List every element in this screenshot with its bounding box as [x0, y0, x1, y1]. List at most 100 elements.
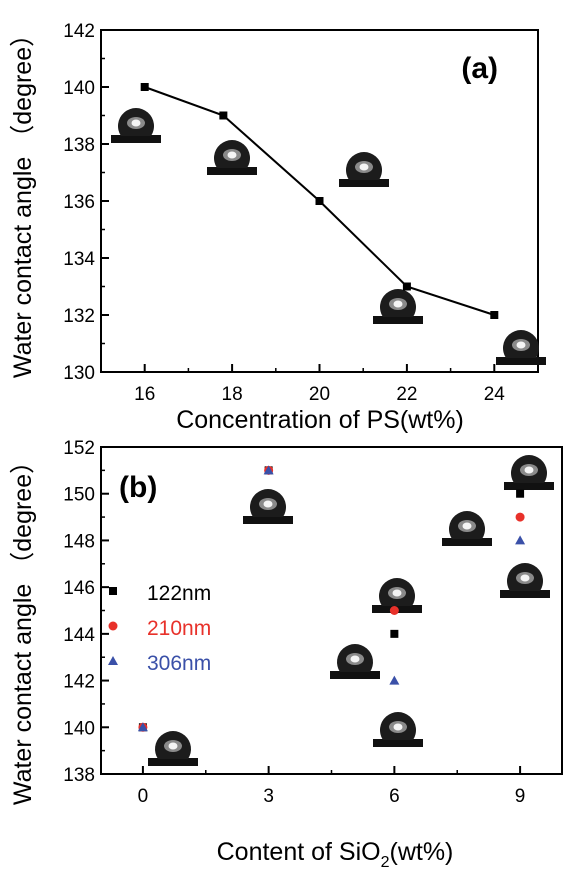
droplet-image-3-highlight: [359, 163, 369, 171]
data-point: [402, 282, 411, 291]
data-point: [515, 535, 526, 545]
y-tick-label: 130: [63, 363, 95, 384]
y-tick-label: 140: [63, 78, 95, 99]
droplet-image-1-substrate: [111, 135, 161, 143]
x-tick-label: 0: [138, 786, 149, 807]
droplet-image-7: [504, 455, 554, 490]
droplet-image-5-substrate: [373, 739, 423, 747]
panel-b-droplet-images: [148, 455, 554, 766]
droplet-image-5: [373, 712, 423, 747]
panel-a-axis-ticks: [101, 29, 496, 373]
panel-b-label: (b): [119, 471, 157, 504]
y-tick-label: 132: [63, 306, 95, 327]
droplet-image-3-highlight: [392, 589, 402, 597]
panel-b-x-axis-label-unit: (wt%): [390, 838, 454, 866]
y-tick-label: 148: [63, 531, 95, 552]
panel-b-legend: 122nm 210nm 306nm: [108, 582, 211, 675]
droplet-image-3: [339, 152, 389, 187]
legend-marker-122nm: [109, 587, 117, 595]
x-tick-label: 20: [309, 384, 330, 405]
panel-b-plot-frame: [100, 446, 563, 775]
panel-a-y-axis-label: Water contact angle （degree）: [9, 22, 37, 378]
droplet-image-1-highlight: [168, 742, 178, 750]
data-point: [516, 489, 525, 498]
droplet-image-8: [500, 563, 550, 598]
y-tick-label: 134: [63, 249, 95, 270]
droplet-image-5-highlight: [516, 341, 526, 349]
data-point: [137, 722, 148, 732]
x-tick-label: 22: [396, 384, 417, 405]
panel-a-data-marks: [140, 83, 499, 319]
data-point: [219, 111, 228, 120]
droplet-image-2-highlight: [227, 151, 237, 159]
droplet-image-3-substrate: [339, 179, 389, 187]
panel-a-ps-concentration-chart: 16 18 20 22 24 130 132 134 136 138 140 142 (a) Conc…: [9, 21, 546, 434]
droplet-image-7-highlight: [524, 466, 534, 474]
data-point: [390, 629, 399, 638]
droplet-image-4-highlight: [350, 655, 360, 663]
droplet-image-8-substrate: [500, 590, 550, 598]
legend-label-122nm: 122nm: [147, 582, 211, 605]
x-tick-label: 6: [389, 786, 400, 807]
y-tick-label: 138: [63, 765, 95, 786]
panel-a-x-axis-label: Concentration of PS(wt%): [176, 406, 464, 434]
data-point: [140, 83, 149, 91]
droplet-image-4-highlight: [393, 300, 403, 308]
y-tick-label: 144: [63, 625, 95, 646]
y-tick-label: 142: [63, 672, 95, 693]
x-tick-label: 18: [222, 384, 243, 405]
data-point: [389, 606, 399, 615]
y-tick-label: 152: [63, 438, 95, 459]
droplet-image-6: [442, 511, 492, 546]
y-tick-label: 140: [63, 718, 95, 739]
legend-label-306nm: 306nm: [147, 652, 211, 675]
panel-a-droplet-images: [111, 108, 546, 365]
panel-b-data-marks: [137, 465, 526, 732]
droplet-image-2: [207, 140, 257, 175]
droplet-image-2-substrate: [243, 516, 293, 524]
y-tick-label: 138: [63, 135, 95, 156]
y-tick-label: 142: [63, 21, 95, 42]
droplet-image-1: [148, 731, 198, 766]
panel-b-sio2-content-chart: 0 3 6 9 138 140 142 144 146 148 150 152 122nm 210nm 3…: [9, 438, 563, 870]
panel-b-x-axis-label-main: Content of SiO: [217, 838, 381, 866]
panel-b-x-axis-label: Content of SiO2(wt%): [217, 838, 454, 870]
data-point: [263, 465, 274, 475]
legend-marker-210nm: [108, 621, 118, 631]
droplet-image-1-substrate: [148, 758, 198, 766]
droplet-image-5: [496, 330, 546, 365]
y-tick-label: 150: [63, 485, 95, 506]
panel-b-axis-ticks: [101, 446, 522, 775]
droplet-image-2-highlight: [263, 500, 273, 508]
droplet-image-4-substrate: [373, 316, 423, 324]
panel-b-x-axis-label-subscript: 2: [381, 854, 390, 870]
droplet-image-2-substrate: [207, 167, 257, 175]
droplet-image-6-highlight: [462, 522, 472, 530]
droplet-image-7-substrate: [504, 482, 554, 490]
droplet-image-4: [373, 289, 423, 324]
droplet-image-1: [111, 108, 161, 143]
data-point: [490, 311, 499, 319]
droplet-image-5-highlight: [393, 723, 403, 731]
panel-b-tick-labels: 0 3 6 9 138 140 142 144 146 148 150 152: [63, 438, 525, 807]
panel-a-tick-labels: 16 18 20 22 24 130 132 134 136 138 140 142: [63, 21, 505, 405]
droplet-image-8-highlight: [520, 574, 530, 582]
droplet-image-5-substrate: [496, 357, 546, 365]
x-tick-label: 9: [515, 786, 526, 807]
droplet-image-2: [243, 489, 293, 524]
y-tick-label: 146: [63, 578, 95, 599]
data-point: [515, 512, 525, 522]
droplet-image-1-highlight: [131, 119, 141, 127]
droplet-image-6-substrate: [442, 538, 492, 546]
x-tick-label: 3: [263, 786, 274, 807]
droplet-image-4: [330, 644, 380, 679]
data-point: [389, 675, 400, 685]
legend-marker-306nm: [108, 656, 118, 665]
x-tick-label: 16: [134, 384, 155, 405]
y-tick-label: 136: [63, 192, 95, 213]
data-point: [315, 197, 324, 205]
legend-label-210nm: 210nm: [147, 617, 211, 640]
x-tick-label: 24: [484, 384, 506, 405]
panel-b-y-axis-label: Water contact angle （degree）: [9, 449, 37, 805]
